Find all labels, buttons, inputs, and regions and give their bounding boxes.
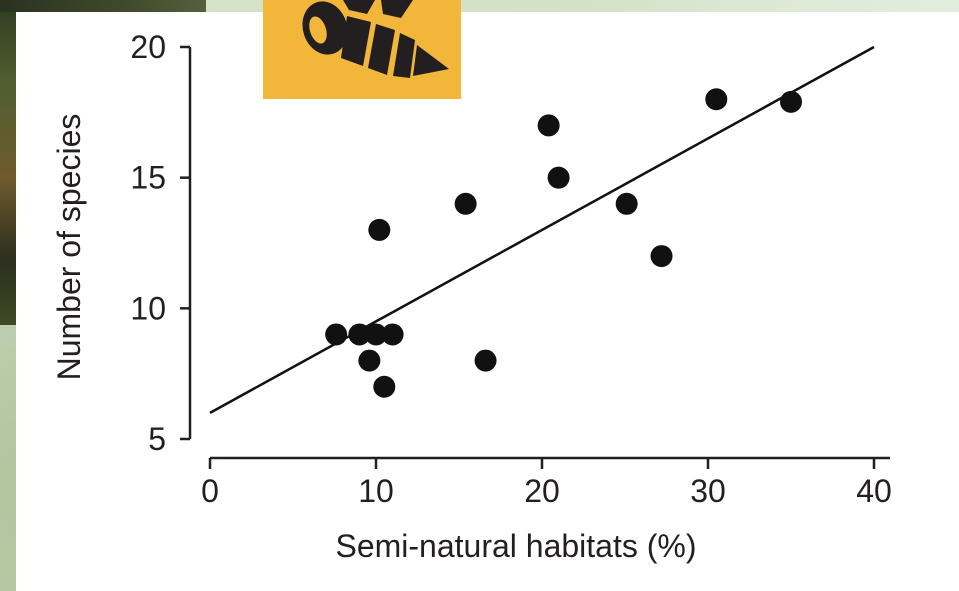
x-tick-label: 20: [524, 473, 560, 509]
x-axis-label: Semi-natural habitats (%): [335, 528, 696, 564]
bee-logo: [263, 0, 461, 99]
y-tick-label: 5: [148, 421, 166, 457]
data-point: [454, 192, 477, 215]
bee-icon: [302, 0, 449, 78]
data-point: [537, 114, 560, 137]
data-point: [474, 349, 497, 372]
chart-panel: [16, 12, 959, 591]
data-point: [368, 218, 391, 241]
data-point: [547, 166, 570, 189]
data-point: [650, 245, 673, 268]
background-photo-top: [0, 0, 206, 12]
x-tick-label: 40: [856, 473, 892, 509]
data-point: [381, 323, 404, 346]
chart-axes: 5 10 15 20 0 10 20 30 40: [130, 29, 891, 509]
y-axis-label: Number of species: [51, 114, 87, 381]
data-point: [373, 375, 396, 398]
y-tick-label: 20: [130, 29, 166, 65]
data-point: [325, 323, 348, 346]
data-point: [358, 349, 381, 372]
data-point: [348, 323, 371, 346]
x-tick-label: 0: [201, 473, 219, 509]
data-point: [780, 90, 802, 113]
x-tick-label: 30: [690, 473, 726, 509]
trend-line: [209, 45, 875, 414]
data-point: [365, 323, 387, 346]
chart-marks: [209, 45, 875, 414]
y-tick-label: 10: [130, 290, 166, 326]
data-point: [705, 88, 728, 111]
x-tick-label: 10: [358, 473, 394, 509]
y-tick-label: 15: [130, 160, 166, 196]
data-point: [615, 192, 638, 215]
